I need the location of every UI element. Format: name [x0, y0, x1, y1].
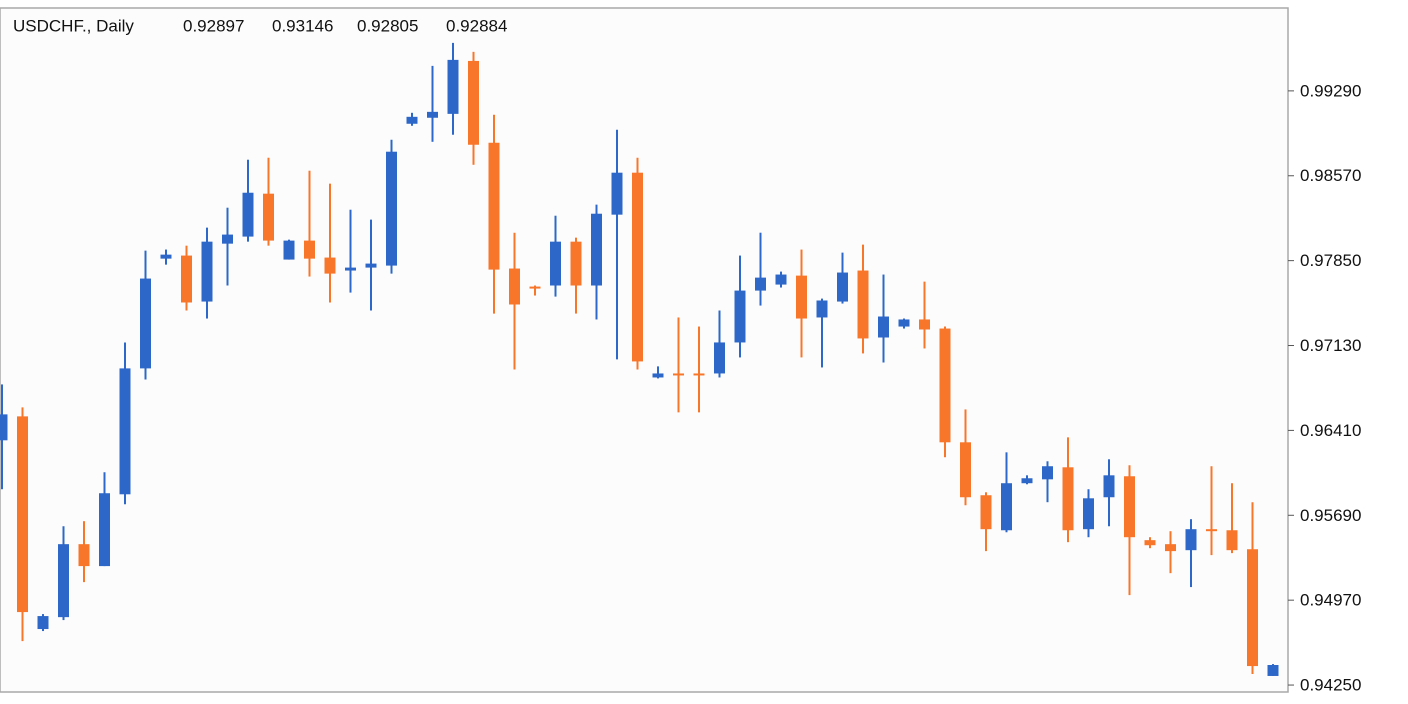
- header-open: 0.92897: [183, 16, 244, 35]
- candle-body: [140, 278, 151, 369]
- y-tick-label: 0.99290: [1300, 81, 1361, 100]
- y-tick-label: 0.94970: [1300, 591, 1361, 610]
- candle-body: [386, 151, 397, 266]
- candle-body: [304, 240, 315, 259]
- candle-body: [857, 270, 869, 339]
- candle-body: [1042, 466, 1053, 480]
- candle-body: [980, 495, 992, 530]
- candle-body: [119, 368, 131, 495]
- candle-body: [406, 116, 418, 124]
- candle-body: [37, 616, 49, 630]
- candle-body: [529, 286, 541, 289]
- candle-body: [181, 255, 192, 303]
- candle-body: [714, 342, 725, 374]
- candle-body: [1001, 483, 1012, 531]
- candle-body: [591, 213, 602, 286]
- candle-body: [632, 172, 643, 362]
- candle-body: [939, 328, 951, 443]
- candle-body: [775, 274, 787, 285]
- candle-body: [201, 241, 213, 302]
- y-tick-label: 0.94250: [1300, 676, 1361, 695]
- candle-body: [99, 493, 110, 567]
- candle-body: [58, 544, 69, 618]
- candle-body: [898, 319, 910, 327]
- symbol-title: USDCHF., Daily: [13, 16, 134, 35]
- candle-body: [160, 254, 172, 259]
- candle-body: [1083, 498, 1094, 530]
- y-tick-label: 0.95690: [1300, 506, 1361, 525]
- candle-body: [78, 544, 90, 567]
- plot-area: [0, 7, 1289, 693]
- candle-body: [816, 300, 828, 318]
- candle-body: [878, 316, 889, 338]
- candle-body: [755, 277, 766, 291]
- y-tick-label: 0.98570: [1300, 166, 1361, 185]
- candle-body: [837, 272, 848, 302]
- candle-body: [263, 193, 274, 241]
- y-tick-label: 0.97130: [1300, 336, 1361, 355]
- candle-body: [1206, 529, 1217, 532]
- candle-body: [1165, 544, 1176, 552]
- candle-body: [17, 416, 28, 613]
- candle-body: [283, 240, 295, 260]
- candle-body: [734, 290, 746, 343]
- candle-body: [550, 241, 561, 286]
- candle-body: [673, 373, 684, 376]
- candle-body: [1226, 530, 1238, 551]
- candle-body: [1185, 529, 1197, 551]
- candle-body: [345, 267, 356, 271]
- candles: [0, 42, 1279, 676]
- candle-body: [427, 111, 438, 118]
- candle-body: [365, 263, 377, 268]
- candle-body: [796, 275, 807, 319]
- header-low: 0.92805: [357, 16, 418, 35]
- candle-body: [611, 172, 623, 215]
- y-tick-label: 0.97850: [1300, 251, 1361, 270]
- candle-body: [1267, 665, 1279, 676]
- candle-body: [242, 192, 254, 237]
- header-high: 0.93146: [272, 16, 333, 35]
- candle-body: [693, 373, 705, 376]
- candle-body: [1103, 475, 1115, 498]
- candle-body: [447, 59, 459, 114]
- y-tick-label: 0.96410: [1300, 421, 1361, 440]
- candle-body: [222, 234, 233, 244]
- candle-body: [1144, 540, 1156, 546]
- candle-body: [1124, 476, 1135, 538]
- candle-body: [960, 442, 971, 498]
- candle-body: [324, 257, 336, 274]
- candle-body: [652, 373, 664, 378]
- candle-body: [1062, 467, 1074, 531]
- candle-body: [468, 60, 479, 145]
- header-close: 0.92884: [446, 16, 507, 35]
- candle-body: [0, 414, 8, 441]
- candle-body: [1247, 549, 1258, 667]
- candle-body: [919, 319, 930, 330]
- candle-body: [570, 241, 582, 286]
- candle-body: [509, 268, 520, 305]
- candle-body: [488, 142, 500, 270]
- price-axis: 0.99290 0.98570 0.97850 0.97130 0.96410 0.956…: [1288, 81, 1361, 695]
- candle-body: [1021, 478, 1033, 484]
